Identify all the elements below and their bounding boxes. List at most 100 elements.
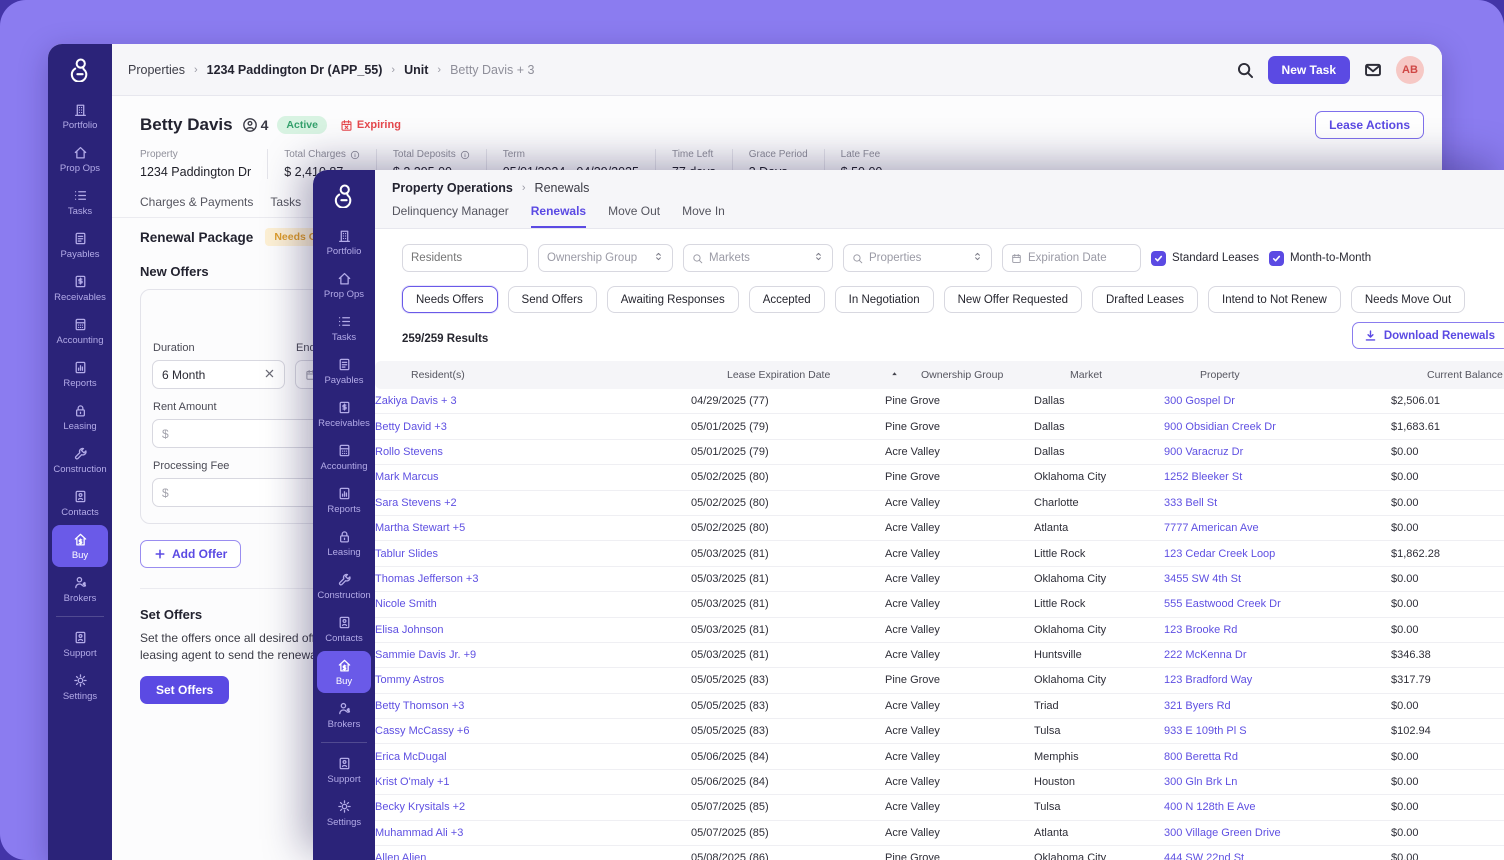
cell-resident[interactable]: Tommy Astros: [375, 674, 691, 686]
sidebar-item-prop-ops[interactable]: Prop Ops: [52, 138, 108, 180]
properties-select[interactable]: Properties: [843, 244, 992, 272]
cell-resident[interactable]: Betty Thomson +3: [375, 700, 691, 712]
table-row[interactable]: Sammie Davis Jr. +905/03/2025 (81)Acre V…: [375, 643, 1504, 668]
sidebar-item-support[interactable]: Support: [317, 749, 371, 791]
residents-input[interactable]: [402, 244, 528, 272]
cell-property[interactable]: 3455 SW 4th St: [1164, 573, 1391, 585]
sidebar-item-construction[interactable]: Construction: [52, 439, 108, 481]
breadcrumb-unit[interactable]: Unit: [404, 63, 428, 77]
table-row[interactable]: Cassy McCassy +605/05/2025 (83)Acre Vall…: [375, 719, 1504, 744]
cell-property[interactable]: 400 N 128th E Ave: [1164, 801, 1391, 813]
tab-move-out[interactable]: Move Out: [608, 204, 660, 228]
table-row[interactable]: Elisa Johnson05/03/2025 (81)Acre ValleyO…: [375, 618, 1504, 643]
cell-resident[interactable]: Muhammad Ali +3: [375, 827, 691, 839]
cell-property[interactable]: 933 E 109th Pl S: [1164, 725, 1391, 737]
markets-select[interactable]: Markets: [683, 244, 833, 272]
set-offers-button[interactable]: Set Offers: [140, 676, 229, 704]
sidebar-item-brokers[interactable]: Brokers: [52, 568, 108, 610]
standard-leases-checkbox[interactable]: Standard Leases: [1151, 251, 1259, 266]
table-row[interactable]: Betty David +305/01/2025 (79)Pine GroveD…: [375, 414, 1504, 439]
cell-property[interactable]: 333 Bell St: [1164, 497, 1391, 509]
sidebar-item-reports[interactable]: Reports: [52, 353, 108, 395]
month-to-month-checkbox[interactable]: Month-to-Month: [1269, 251, 1371, 266]
cell-resident[interactable]: Mark Marcus: [375, 471, 691, 483]
sidebar-item-settings[interactable]: Settings: [317, 792, 371, 834]
new-task-button[interactable]: New Task: [1268, 56, 1350, 84]
chip-awaiting-responses[interactable]: Awaiting Responses: [607, 286, 739, 313]
sidebar-item-payables[interactable]: Payables: [52, 224, 108, 266]
cell-property[interactable]: 321 Byers Rd: [1164, 700, 1391, 712]
cell-resident[interactable]: Martha Stewart +5: [375, 522, 691, 534]
chip-send-offers[interactable]: Send Offers: [508, 286, 597, 313]
cell-resident[interactable]: Tablur Slides: [375, 548, 691, 560]
table-row[interactable]: Nicole Smith05/03/2025 (81)Acre ValleyLi…: [375, 592, 1504, 617]
table-row[interactable]: Betty Thomson +305/05/2025 (83)Acre Vall…: [375, 694, 1504, 719]
cell-property[interactable]: 300 Village Green Drive: [1164, 827, 1391, 839]
cell-resident[interactable]: Betty David +3: [375, 421, 691, 433]
tab-renewals[interactable]: Renewals: [531, 204, 586, 228]
cell-resident[interactable]: Allen Alien: [375, 852, 691, 860]
chip-new-offer-requested[interactable]: New Offer Requested: [944, 286, 1082, 313]
cell-property[interactable]: 300 Gln Brk Ln: [1164, 776, 1391, 788]
table-row[interactable]: Thomas Jefferson +305/03/2025 (81)Acre V…: [375, 567, 1504, 592]
table-row[interactable]: Krist O'maly +105/06/2025 (84)Acre Valle…: [375, 770, 1504, 795]
mail-button[interactable]: [1364, 61, 1382, 79]
clear-duration-button[interactable]: [264, 368, 275, 382]
chip-needs-offers[interactable]: Needs Offers: [402, 286, 498, 313]
chip-in-negotiation[interactable]: In Negotiation: [835, 286, 934, 313]
sidebar-item-leasing[interactable]: Leasing: [52, 396, 108, 438]
sidebar-item-tasks[interactable]: Tasks: [52, 181, 108, 223]
cell-resident[interactable]: Zakiya Davis + 3: [375, 395, 691, 407]
cell-resident[interactable]: Sara Stevens +2: [375, 497, 691, 509]
sidebar-item-payables[interactable]: Payables: [317, 350, 371, 392]
cell-property[interactable]: 7777 American Ave: [1164, 522, 1391, 534]
cell-property[interactable]: 800 Beretta Rd: [1164, 751, 1391, 763]
table-row[interactable]: Erica McDugal05/06/2025 (84)Acre ValleyM…: [375, 744, 1504, 769]
sidebar-item-receivables[interactable]: Receivables: [317, 393, 371, 435]
cell-resident[interactable]: Erica McDugal: [375, 751, 691, 763]
chip-accepted[interactable]: Accepted: [749, 286, 825, 313]
cell-property[interactable]: 300 Gospel Dr: [1164, 395, 1391, 407]
ownership-group-select[interactable]: Ownership Group: [538, 244, 673, 272]
cell-property[interactable]: 444 SW 22nd St: [1164, 852, 1391, 860]
sidebar-item-leasing[interactable]: Leasing: [317, 522, 371, 564]
app-logo[interactable]: [48, 44, 112, 94]
sidebar-item-portfolio[interactable]: Portfolio: [52, 95, 108, 137]
sidebar-item-construction[interactable]: Construction: [317, 565, 371, 607]
table-row[interactable]: Rollo Stevens05/01/2025 (79)Acre ValleyD…: [375, 440, 1504, 465]
cell-resident[interactable]: Sammie Davis Jr. +9: [375, 649, 691, 661]
search-button[interactable]: [1236, 61, 1254, 79]
column-header-lease-expiration-date[interactable]: Lease Expiration Date: [727, 361, 921, 389]
column-header-market[interactable]: Market: [1070, 361, 1200, 389]
occupants-count[interactable]: 4: [242, 117, 269, 133]
cell-resident[interactable]: Becky Krysitals +2: [375, 801, 691, 813]
table-row[interactable]: Allen Alien05/08/2025 (86)Pine GroveOkla…: [375, 846, 1504, 860]
cell-resident[interactable]: Nicole Smith: [375, 598, 691, 610]
sidebar-item-settings[interactable]: Settings: [52, 666, 108, 708]
column-header-property[interactable]: Property: [1200, 361, 1427, 389]
download-renewals-button[interactable]: Download Renewals: [1352, 322, 1504, 349]
table-row[interactable]: Tablur Slides05/03/2025 (81)Acre ValleyL…: [375, 541, 1504, 566]
expiration-date-field[interactable]: Expiration Date: [1002, 244, 1141, 272]
sidebar-item-contacts[interactable]: Contacts: [52, 482, 108, 524]
sidebar-item-receivables[interactable]: Receivables: [52, 267, 108, 309]
sidebar-item-tasks[interactable]: Tasks: [317, 307, 371, 349]
cell-property[interactable]: 1252 Bleeker St: [1164, 471, 1391, 483]
cell-resident[interactable]: Rollo Stevens: [375, 446, 691, 458]
chip-needs-move-out[interactable]: Needs Move Out: [1351, 286, 1465, 313]
column-header-resident[interactable]: Resident(s): [411, 361, 727, 389]
cell-resident[interactable]: Cassy McCassy +6: [375, 725, 691, 737]
chip-drafted-leases[interactable]: Drafted Leases: [1092, 286, 1198, 313]
cell-property[interactable]: 900 Obsidian Creek Dr: [1164, 421, 1391, 433]
cell-property[interactable]: 222 McKenna Dr: [1164, 649, 1391, 661]
chip-intend-to-not-renew[interactable]: Intend to Not Renew: [1208, 286, 1341, 313]
sidebar-item-reports[interactable]: Reports: [317, 479, 371, 521]
cell-property[interactable]: 123 Bradford Way: [1164, 674, 1391, 686]
add-offer-button[interactable]: Add Offer: [140, 540, 241, 568]
sort-indicator[interactable]: [890, 369, 899, 381]
sidebar-item-brokers[interactable]: Brokers: [317, 694, 371, 736]
cell-property[interactable]: 900 Varacruz Dr: [1164, 446, 1391, 458]
cell-property[interactable]: 555 Eastwood Creek Dr: [1164, 598, 1391, 610]
sidebar-item-buy[interactable]: Buy: [317, 651, 371, 693]
breadcrumb-properties[interactable]: Properties: [128, 63, 185, 77]
